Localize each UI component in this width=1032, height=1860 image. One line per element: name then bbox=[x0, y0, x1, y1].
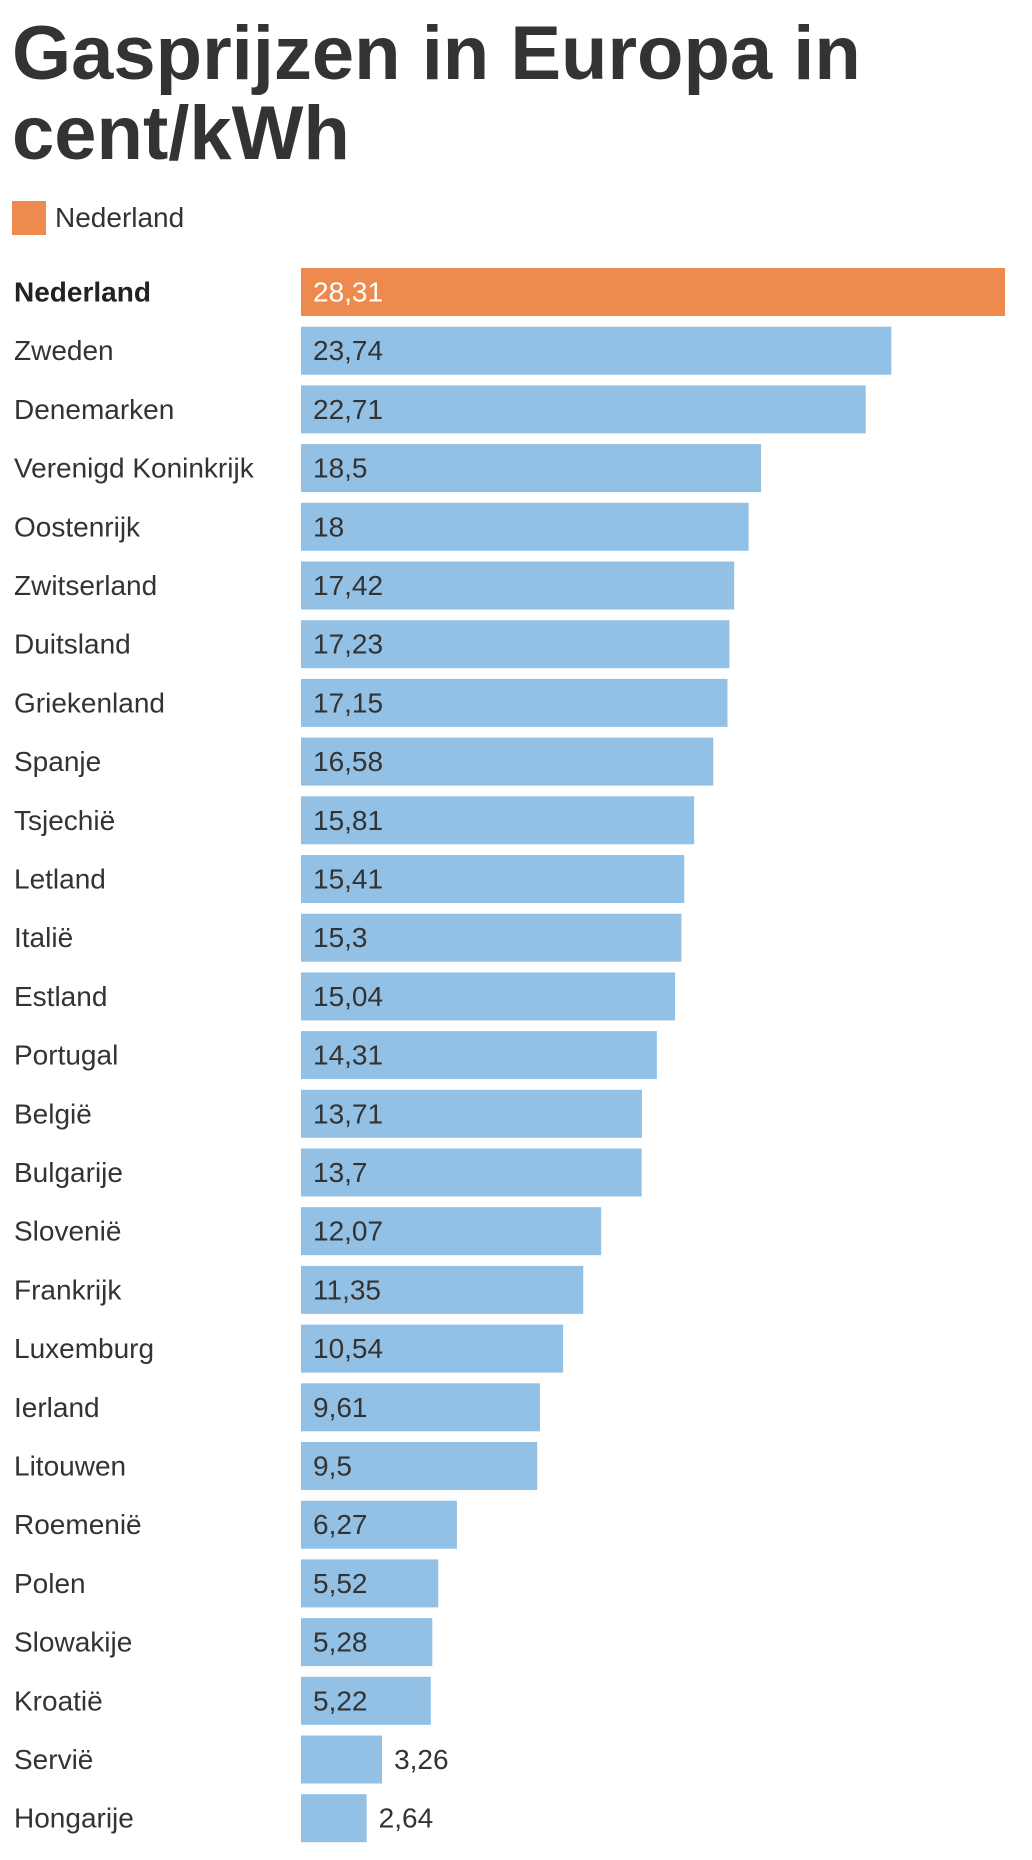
category-label: Zwitserland bbox=[14, 570, 157, 601]
category-label: Bulgarije bbox=[14, 1157, 123, 1188]
value-label: 5,28 bbox=[313, 1627, 368, 1658]
category-label: Spanje bbox=[14, 746, 101, 777]
value-label: 17,23 bbox=[313, 629, 383, 660]
bar bbox=[301, 1559, 439, 1608]
bar bbox=[301, 1265, 584, 1314]
value-label: 18,5 bbox=[313, 453, 368, 484]
bar bbox=[301, 913, 682, 962]
value-label: 22,71 bbox=[313, 394, 383, 425]
bar bbox=[301, 737, 714, 786]
bar bbox=[301, 796, 695, 845]
value-label: 6,27 bbox=[313, 1509, 368, 1540]
value-label: 5,52 bbox=[313, 1568, 368, 1599]
value-label: 17,42 bbox=[313, 570, 383, 601]
category-label: Polen bbox=[14, 1568, 86, 1599]
category-label: Frankrijk bbox=[14, 1274, 122, 1305]
bar bbox=[301, 1148, 642, 1197]
chart-title: Gasprijzen in Europa in cent/kWh bbox=[12, 11, 861, 176]
bar bbox=[301, 1676, 431, 1725]
bar bbox=[301, 1500, 457, 1549]
value-label: 15,81 bbox=[313, 805, 383, 836]
category-label: Verenigd Koninkrijk bbox=[14, 453, 255, 484]
category-label: Duitsland bbox=[14, 629, 131, 660]
bar bbox=[301, 1207, 602, 1256]
bar bbox=[301, 1735, 383, 1784]
category-label: Tsjechië bbox=[14, 805, 115, 836]
bar bbox=[301, 678, 728, 727]
value-label: 9,61 bbox=[313, 1392, 368, 1423]
value-label: 16,58 bbox=[313, 746, 383, 777]
value-label: 5,22 bbox=[313, 1685, 368, 1716]
value-label: 10,54 bbox=[313, 1333, 383, 1364]
bar bbox=[301, 1794, 367, 1843]
bar bbox=[301, 1442, 538, 1490]
legend-label: Nederland bbox=[55, 202, 185, 233]
value-label: 15,04 bbox=[313, 981, 383, 1012]
category-label: Ierland bbox=[14, 1392, 100, 1423]
value-label: 23,74 bbox=[313, 335, 383, 366]
category-label: Oostenrijk bbox=[14, 511, 141, 542]
bar bbox=[301, 444, 762, 493]
value-label: 18 bbox=[313, 511, 344, 542]
category-label: Nederland bbox=[14, 277, 151, 308]
category-label: Griekenland bbox=[14, 687, 165, 718]
bar bbox=[301, 268, 1005, 316]
category-label: Litouwen bbox=[14, 1451, 126, 1482]
category-label: Estland bbox=[14, 981, 107, 1012]
category-label: Kroatië bbox=[14, 1685, 103, 1716]
value-label: 15,41 bbox=[313, 864, 383, 895]
value-label: 9,5 bbox=[313, 1451, 352, 1482]
legend-swatch bbox=[12, 201, 46, 235]
value-label: 2,64 bbox=[379, 1803, 434, 1834]
bar bbox=[301, 561, 735, 610]
category-label: Portugal bbox=[14, 1040, 118, 1071]
bar bbox=[301, 1089, 642, 1138]
bar bbox=[301, 1031, 657, 1080]
category-label: Roemenië bbox=[14, 1509, 142, 1540]
category-label: België bbox=[14, 1098, 92, 1129]
value-label: 28,31 bbox=[313, 277, 383, 308]
value-label: 3,26 bbox=[394, 1744, 449, 1775]
value-label: 11,35 bbox=[313, 1274, 381, 1305]
category-label: Hongarije bbox=[14, 1803, 134, 1834]
bar bbox=[301, 1618, 433, 1667]
legend: Nederland bbox=[12, 200, 184, 236]
value-label: 12,07 bbox=[313, 1216, 383, 1247]
bar bbox=[301, 1324, 564, 1373]
value-label: 14,31 bbox=[313, 1040, 383, 1071]
bar bbox=[301, 502, 749, 551]
category-label: Luxemburg bbox=[14, 1333, 154, 1364]
value-label: 15,3 bbox=[313, 922, 368, 953]
category-label: Servië bbox=[14, 1744, 93, 1775]
value-label: 13,7 bbox=[313, 1157, 368, 1188]
value-label: 13,71 bbox=[313, 1098, 383, 1129]
category-label: Zweden bbox=[14, 335, 114, 366]
category-label: Italië bbox=[14, 922, 73, 953]
category-label: Slovenië bbox=[14, 1216, 121, 1247]
category-label: Letland bbox=[14, 864, 106, 895]
bar bbox=[301, 1383, 540, 1432]
category-label: Slowakije bbox=[14, 1627, 132, 1658]
bar bbox=[301, 326, 892, 375]
category-label: Denemarken bbox=[14, 394, 174, 425]
bar bbox=[301, 855, 685, 903]
bar bbox=[301, 972, 676, 1021]
bar bbox=[301, 620, 730, 669]
value-label: 17,15 bbox=[313, 687, 383, 718]
bar bbox=[301, 385, 866, 434]
